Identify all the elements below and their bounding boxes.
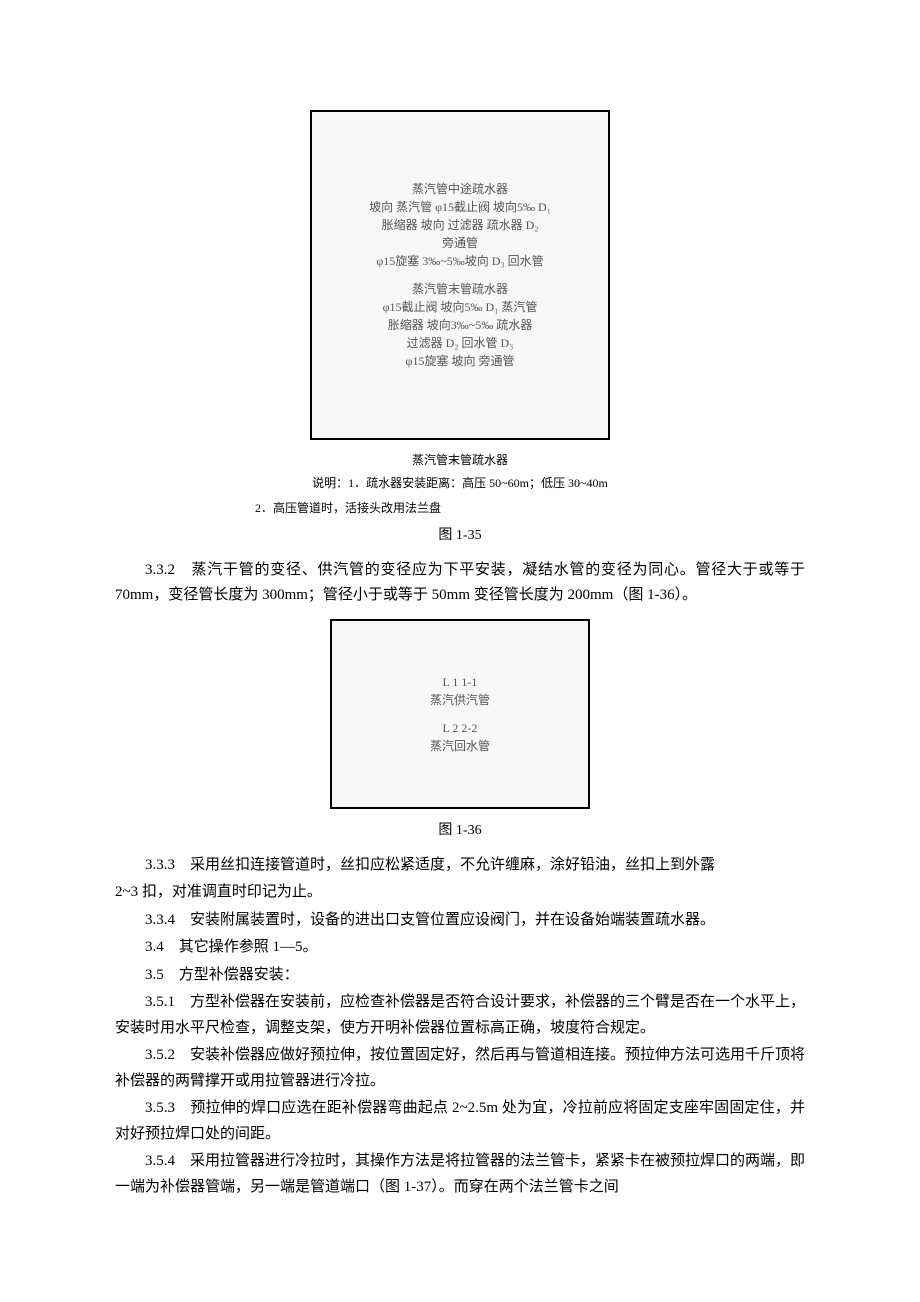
paragraph-3-5: 3.5 方型补偿器安装： xyxy=(115,963,805,989)
paragraph-3-5-2: 3.5.2 安装补偿器应做好预拉伸，按位置固定好，然后再与管道相连接。预拉伸方法… xyxy=(115,1043,805,1094)
figure-36-number: 图 1-36 xyxy=(115,819,805,843)
figure-35-note2: 2．高压管道时，活接头改用法兰盘 xyxy=(255,498,805,518)
figure-36-text: 蒸汽回水管 xyxy=(430,737,490,755)
paragraph-3-5-1: 3.5.1 方型补偿器在安装前，应检查补偿器是否符合设计要求，补偿器的三个臂是否… xyxy=(115,990,805,1041)
figure-35-text: 胀缩器 坡向 过滤器 疏水器 D₂ xyxy=(382,216,539,234)
figure-36: L 1 1-1 蒸汽供汽管 L 2 2-2 蒸汽回水管 xyxy=(115,619,805,809)
figure-35-text: 胀缩器 坡向3‰~5‰ 疏水器 xyxy=(388,316,533,334)
figure-35-text: 旁通管 xyxy=(442,234,478,252)
figure-35-text: 坡向 蒸汽管 φ15截止阀 坡向5‰ D₁ xyxy=(369,198,551,216)
figure-35-number: 图 1-35 xyxy=(115,524,805,548)
figure-35-diagram: 蒸汽管中途疏水器 坡向 蒸汽管 φ15截止阀 坡向5‰ D₁ 胀缩器 坡向 过滤… xyxy=(310,110,610,440)
figure-35-text: 蒸汽管中途疏水器 xyxy=(412,180,508,198)
paragraph-3-3-3a: 3.3.3 采用丝扣连接管道时，丝扣应松紧适度，不允许缠麻，涂好铅油，丝扣上到外… xyxy=(115,853,805,879)
figure-35-caption: 蒸汽管末管疏水器 xyxy=(115,450,805,470)
paragraph-3-3-2: 3.3.2 蒸汽干管的变径、供汽管的变径应为下平安装，凝结水管的变径为同心。管径… xyxy=(115,558,805,609)
figure-36-text: 蒸汽供汽管 xyxy=(430,691,490,709)
figure-36-diagram: L 1 1-1 蒸汽供汽管 L 2 2-2 蒸汽回水管 xyxy=(330,619,590,809)
figure-35-text: φ15旋塞 坡向 旁通管 xyxy=(406,352,515,370)
figure-36-text: L 2 2-2 xyxy=(443,719,478,737)
paragraph-3-4: 3.4 其它操作参照 1—5。 xyxy=(115,935,805,961)
figure-35-text: 蒸汽管末管疏水器 xyxy=(412,280,508,298)
paragraph-3-3-3b: 2~3 扣，对准调直时印记为止。 xyxy=(115,880,805,906)
figure-35: 蒸汽管中途疏水器 坡向 蒸汽管 φ15截止阀 坡向5‰ D₁ 胀缩器 坡向 过滤… xyxy=(115,110,805,440)
figure-36-text: L 1 1-1 xyxy=(443,673,478,691)
paragraph-3-3-4: 3.3.4 安装附属装置时，设备的进出口支管位置应设阀门，并在设备始端装置疏水器… xyxy=(115,908,805,934)
figure-35-text: φ15截止阀 坡向5‰ D₁ 蒸汽管 xyxy=(383,298,538,316)
figure-35-text: 过滤器 D₂ 回水管 D₃ xyxy=(407,334,514,352)
figure-35-note1: 说明：1．疏水器安装距离：高压 50~60m；低压 30~40m xyxy=(115,473,805,493)
paragraph-3-5-4: 3.5.4 采用拉管器进行冷拉时，其操作方法是将拉管器的法兰管卡，紧紧卡在被预拉… xyxy=(115,1149,805,1200)
paragraph-3-5-3: 3.5.3 预拉伸的焊口应选在距补偿器弯曲起点 2~2.5m 处为宜，冷拉前应将… xyxy=(115,1096,805,1147)
figure-35-text: φ15旋塞 3‰~5‰坡向 D₃ 回水管 xyxy=(376,252,543,270)
